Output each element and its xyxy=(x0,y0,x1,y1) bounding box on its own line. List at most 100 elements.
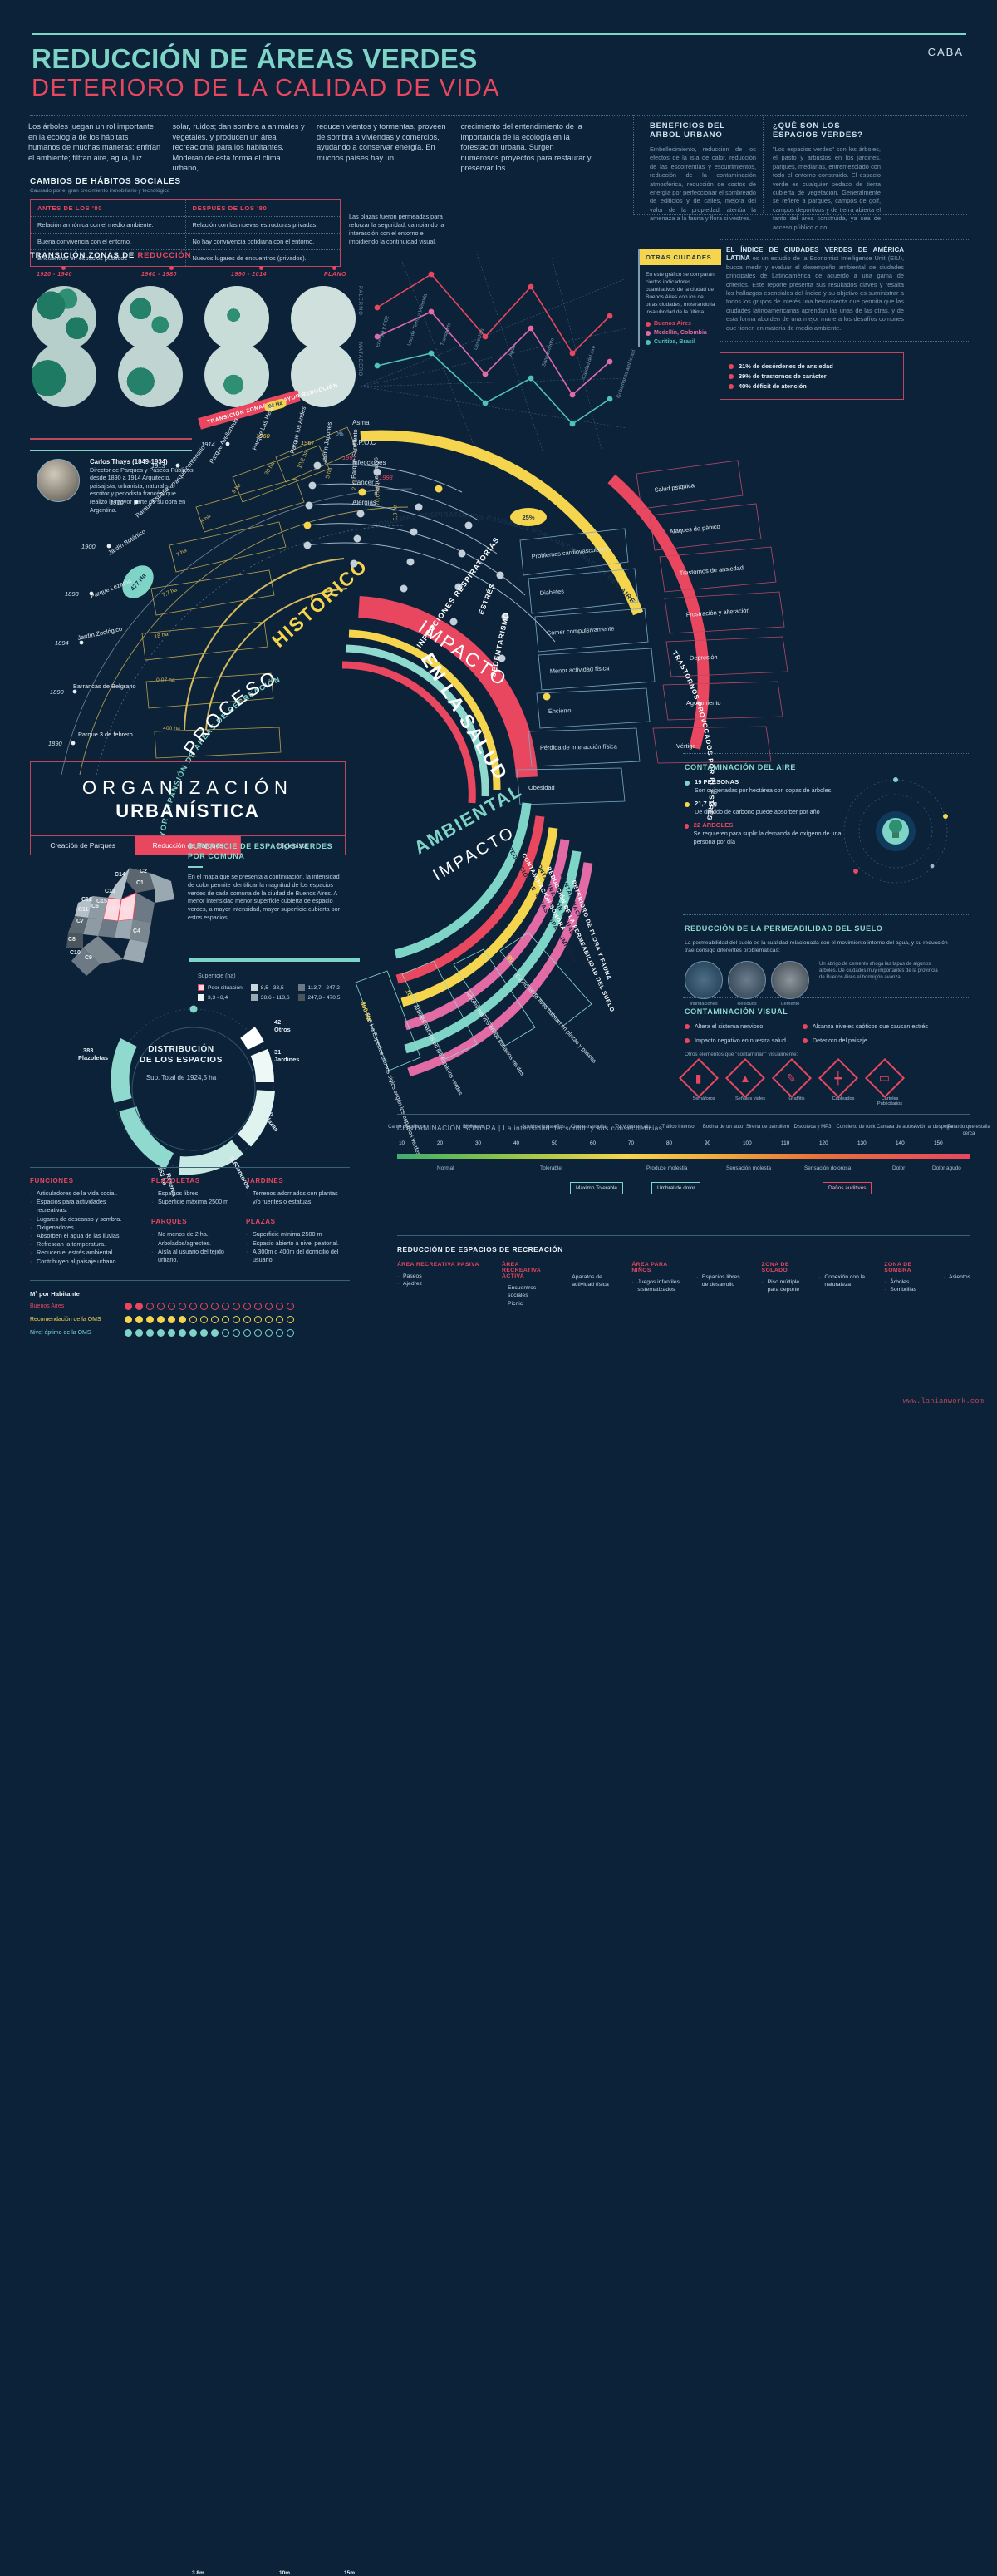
list-item: Juegos infantiles sistematizados xyxy=(631,1278,688,1294)
legend-label: Medellín, Colombia xyxy=(654,330,707,336)
noise-zone-label: Sensación dolorosa xyxy=(804,1165,852,1171)
list-item: No menos de 2 ha. xyxy=(151,1230,243,1239)
bullet-dot xyxy=(802,1024,808,1029)
noise-title: CONTAMINACIÓN SONORA xyxy=(397,1124,497,1132)
axis-tick: 70 xyxy=(628,1140,635,1146)
axis-tick: 20 xyxy=(437,1140,444,1146)
stat-label: 21% de desórdenes de ansiedad xyxy=(739,362,833,370)
table-header-row: ANTES DE LOS '80 DESPUÉS DE LOS '80 xyxy=(31,200,340,216)
billboard-icon: ▭ xyxy=(864,1058,906,1099)
svg-text:C11: C11 xyxy=(78,907,89,913)
svg-text:Jardín Zoológico: Jardín Zoológico xyxy=(77,625,123,642)
habitant-row-oms: Recomendación de la OMS xyxy=(30,1316,350,1323)
svg-text:PROBLEMAS RESPIRATORIOS CAUSAD: PROBLEMAS RESPIRATORIOS CAUSADOS POR CON… xyxy=(367,511,637,606)
noise-source-label: Sonidos hogareños xyxy=(522,1125,565,1130)
svg-text:30 ha: 30 ha xyxy=(264,461,277,476)
aerial-thumb xyxy=(118,342,183,407)
svg-text:Comer compulsivamente: Comer compulsivamente xyxy=(547,624,615,637)
habitant-row-ba: Buenos Aires xyxy=(30,1303,350,1310)
svg-text:7 ha: 7 ha xyxy=(175,548,188,559)
noise-source-label: Petardo que estalla cerca xyxy=(947,1125,990,1136)
divider xyxy=(30,1167,350,1168)
noise-panel: CONTAMINACIÓN SONORA | La intensidad del… xyxy=(388,1124,990,1194)
divider xyxy=(683,914,969,915)
svg-text:Parque centenario: Parque centenario xyxy=(169,444,206,488)
transition-title-a: TRANSICIÓN ZONAS DE xyxy=(30,251,135,260)
jardines-title: JARDINES xyxy=(246,1177,284,1185)
list-item: Espacios libres. xyxy=(151,1189,243,1198)
svg-text:Menor actividad física: Menor actividad física xyxy=(550,664,611,675)
axis-tick: 130 xyxy=(857,1140,867,1146)
svg-text:C4: C4 xyxy=(133,928,140,934)
eiu-report-text: es un estudio de la Economist Intelligen… xyxy=(726,254,904,332)
recreation-col-sombra: ZONA DE SOMBRA Árboles Sombrillas Asient… xyxy=(884,1262,970,1308)
page-subtitle: DETERIORO DE LA CALIDAD DE VIDA xyxy=(32,75,500,101)
svg-text:Especies de aves habitan en pl: Especies de aves habitan en plazas y pas… xyxy=(514,973,597,1065)
svg-text:383: 383 xyxy=(83,1047,93,1054)
svg-text:Jardín Japonés: Jardín Japonés xyxy=(320,421,333,465)
svg-text:5 ha: 5 ha xyxy=(200,513,213,525)
intro-text: Los árboles juegan un rol importante en … xyxy=(28,121,593,174)
green-spaces-panel: ¿QUÉ SON LOS ESPACIOS VERDES? "Los espac… xyxy=(773,121,881,232)
svg-text:1960: 1960 xyxy=(256,432,271,440)
period-label: 1960 - 1980 xyxy=(141,272,177,278)
svg-text:Salud psíquica: Salud psíquica xyxy=(654,481,695,494)
svg-text:Plazoletas: Plazoletas xyxy=(78,1054,108,1061)
svg-text:1910: 1910 xyxy=(110,499,125,506)
svg-text:9 ha: 9 ha xyxy=(231,482,243,495)
tab-reduccion-parques[interactable]: Reducción de Parques xyxy=(135,836,241,855)
tab-creacion-parques[interactable]: Creación de Parques xyxy=(31,836,136,855)
period-label: 1920 - 1940 xyxy=(37,272,72,278)
comuna-map[interactable]: C1 C2 C3 C4 C5 C6 C7 C8 C9 C10 C11 C12 C13 C14 C15 xyxy=(50,856,191,1006)
noise-zone-label: Sensación molesta xyxy=(726,1165,771,1171)
svg-text:18 ha: 18 ha xyxy=(154,632,169,640)
axis-tick: 100 xyxy=(743,1140,752,1146)
legend-swatch xyxy=(646,330,651,336)
svg-text:1898: 1898 xyxy=(65,590,80,598)
surface-comuna-panel: SUPERFICIE DE ESPACIOS VERDES POR COMUNA… xyxy=(188,841,346,922)
divider xyxy=(633,214,967,215)
noise-heading: CONTAMINACIÓN SONORA | La intensidad del… xyxy=(397,1124,970,1132)
icon-label: Carteles Publicitarios xyxy=(877,1096,903,1107)
axis-tick: 120 xyxy=(819,1140,828,1146)
svg-text:Parque Sarmiento: Parque Sarmiento xyxy=(350,429,359,479)
bullet-dot xyxy=(802,1037,808,1043)
air-item-desc: Son oxigenadas por hectárea con copas de… xyxy=(695,786,833,794)
list-item: Articuladores de la vida social. xyxy=(30,1189,136,1198)
svg-text:C6: C6 xyxy=(91,904,99,909)
svg-text:1890: 1890 xyxy=(50,688,65,696)
legend-swatch xyxy=(297,994,305,1001)
svg-text:Vértigo: Vértigo xyxy=(676,742,695,750)
period-label: 1990 - 2014 xyxy=(231,272,267,278)
svg-text:Ataques de pánico: Ataques de pánico xyxy=(669,523,720,535)
soil-note: Un abrigo de cemento ahoga las tapas de … xyxy=(819,962,938,980)
divider xyxy=(397,1114,970,1115)
stat-label: 40% déficit de atención xyxy=(739,382,807,390)
stat-item: 40% déficit de atención xyxy=(729,382,895,390)
col-title: ÁREA RECREATIVA ACTIVA xyxy=(502,1262,541,1279)
benefits-panel: BENEFICIOS DEL ARBOL URBANO Embellecimie… xyxy=(650,121,756,224)
svg-text:10,2 ha: 10,2 ha xyxy=(297,450,309,470)
resp-item-cancer: Cáncer xyxy=(352,479,374,486)
bullet-dot xyxy=(729,373,734,379)
legend-item: 8,5 - 38,5 xyxy=(250,984,290,991)
svg-text:C15: C15 xyxy=(96,899,107,904)
habits-note: Las plazas fueron permeadas para reforza… xyxy=(349,213,444,245)
list-item: Superficie mínima 2500 m xyxy=(246,1230,346,1239)
distribution-total: Sup. Total de 1924,5 ha xyxy=(145,1074,217,1081)
noise-zone-label: Produce molestia xyxy=(646,1165,688,1171)
svg-text:C5: C5 xyxy=(108,907,115,913)
road-sign-icon: ▲ xyxy=(724,1058,766,1099)
axis-tick: 80 xyxy=(666,1140,673,1146)
list-item: Árboles xyxy=(884,1278,935,1287)
habitant-label: Nivel óptimo de la OMS xyxy=(30,1330,91,1336)
intro-col-4: crecimiento del entendimiento de la impo… xyxy=(460,122,592,173)
tab-higienista[interactable]: Higienista xyxy=(277,841,308,850)
flood-thumb xyxy=(685,961,723,999)
svg-text:Pérdida de interacción física: Pérdida de interacción física xyxy=(540,742,618,751)
axis-tick: 10 xyxy=(399,1140,405,1146)
mental-stats-box: 21% de desórdenes de ansiedad 39% de tra… xyxy=(720,352,904,400)
noise-source-label: Charla tranquila xyxy=(570,1125,607,1130)
legend-column: 113,7 - 247,2 247,3 - 470,5 xyxy=(297,984,340,1001)
legend-column: 8,5 - 38,5 38,6 - 113,6 xyxy=(250,984,290,1001)
